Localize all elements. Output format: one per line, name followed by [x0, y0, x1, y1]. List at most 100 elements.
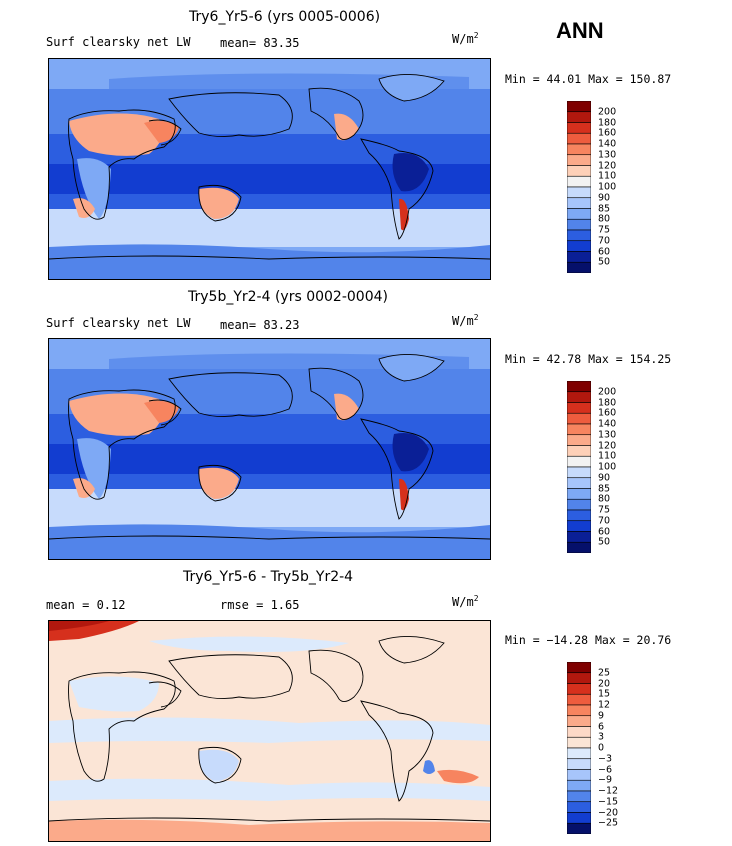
colorbar-tick-label: 12 — [598, 699, 611, 711]
panel3-minmax: Min = −14.28 Max = 20.76 — [505, 633, 672, 647]
map3-andes-cool — [423, 760, 435, 774]
panel3-title: Try6_Yr5-6 - Try5b_Yr2-4 — [183, 569, 354, 585]
colorbar-swatch — [566, 100, 592, 113]
map1-africa-south — [77, 158, 111, 219]
colorbar-swatch — [566, 822, 592, 835]
panel2-minmax: Min = 42.78 Max = 154.25 — [505, 352, 672, 366]
colorbar-tick-label: 3 — [598, 731, 605, 743]
map3-svg — [48, 621, 491, 841]
panel2-map — [48, 338, 491, 560]
map3-south-atlantic-warm — [437, 769, 479, 784]
map1-arabia — [144, 120, 179, 143]
colorbar-swatch — [566, 466, 592, 479]
colorbar-swatch — [566, 197, 592, 209]
map3-arctic-core — [49, 621, 109, 631]
colorbar-tick-label: 140 — [598, 418, 617, 430]
colorbar-swatch — [566, 445, 592, 457]
colorbar-tick-label: 15 — [598, 688, 611, 700]
map1-mexico — [334, 113, 359, 141]
panel2-units: W/m2 — [452, 313, 479, 328]
map2-greenland — [379, 354, 444, 381]
colorbar-swatch — [566, 488, 592, 500]
panel1-minmax: Min = 44.01 Max = 150.87 — [505, 72, 672, 86]
colorbar-tick-label: −12 — [598, 785, 619, 797]
colorbar3-svg — [566, 661, 592, 835]
colorbar-tick-label: −25 — [598, 817, 619, 829]
panel1-title: Try6_Yr5-6 (yrs 0005-0006) — [189, 9, 381, 25]
panel1-colorbar-labels: 200 180 160 140 130 120 110 100 90 85 80 75 70 60 50 — [598, 101, 638, 273]
map2-amazon — [392, 433, 429, 472]
panel2-variable: Surf clearsky net LW — [46, 316, 191, 330]
panel1-mean: mean= 83.35 — [220, 36, 300, 50]
colorbar-swatch — [566, 240, 592, 252]
colorbar-swatch — [566, 520, 592, 532]
colorbar-tick-label: 140 — [598, 138, 617, 150]
colorbar-swatch — [566, 790, 592, 803]
map2-australia — [198, 467, 239, 499]
map1-amazon — [392, 153, 429, 192]
colorbar-swatch — [566, 402, 592, 414]
colorbar-tick-label: 25 — [598, 667, 611, 679]
colorbar1-swatches — [566, 100, 592, 274]
colorbar-tick-label: 75 — [598, 224, 611, 236]
colorbar-tick-label: 120 — [598, 440, 617, 451]
colorbar-tick-label: 200 — [598, 106, 617, 118]
panel2-colorbar-labels: 200 180 160 140 130 120 110 100 90 85 80 75 70 60 50 — [598, 381, 638, 553]
panel1-variable: Surf clearsky net LW — [46, 35, 191, 49]
colorbar-tick-label: −20 — [598, 807, 619, 818]
colorbar3-swatches — [566, 661, 592, 835]
colorbar2-swatches — [566, 380, 592, 554]
colorbar-tick-label: −3 — [598, 753, 613, 765]
colorbar-swatch — [566, 531, 592, 543]
map2-mexico — [334, 393, 359, 421]
colorbar-tick-label: 130 — [598, 149, 617, 161]
panel2-title: Try5b_Yr2-4 (yrs 0002-0004) — [188, 289, 388, 305]
colorbar-tick-label: 80 — [598, 213, 611, 225]
colorbar-swatch — [566, 143, 592, 156]
colorbar-swatch — [566, 693, 592, 706]
colorbar-tick-label: 60 — [598, 246, 611, 257]
colorbar-swatch — [566, 111, 592, 123]
colorbar-swatch — [566, 412, 592, 425]
colorbar-swatch — [566, 218, 592, 231]
colorbar-tick-label: 80 — [598, 493, 611, 505]
panel1-map — [48, 58, 491, 280]
colorbar-tick-label: 6 — [598, 721, 605, 732]
panel2-colorbar — [566, 380, 592, 554]
map3-equatorial-cool — [49, 717, 490, 743]
map2-coastlines — [48, 354, 491, 540]
colorbar-swatch — [566, 229, 592, 242]
colorbar-swatch — [566, 165, 592, 177]
colorbar-tick-label: 9 — [598, 710, 605, 722]
colorbar-swatch — [566, 769, 592, 781]
colorbar-tick-label: 120 — [598, 160, 617, 171]
panel3-colorbar-labels: 25 20 15 12 9 6 3 0 −3 −6 −9 −12 −15 −20 −25 — [598, 662, 638, 834]
map2-arabia — [144, 400, 179, 423]
colorbar-swatch — [566, 261, 592, 274]
colorbar-swatch — [566, 715, 592, 727]
map3-australia-cool — [198, 749, 239, 781]
map3-sahara-cool — [69, 676, 159, 712]
colorbar-swatch — [566, 672, 592, 684]
colorbar-tick-label: 70 — [598, 515, 611, 527]
map1-svg — [48, 59, 491, 279]
map2-antarctica — [49, 524, 490, 559]
colorbar-tick-label: 110 — [598, 450, 617, 462]
colorbar-swatch — [566, 704, 592, 717]
colorbar-tick-label: −6 — [598, 764, 613, 775]
colorbar-swatch — [566, 509, 592, 522]
colorbar-swatch — [566, 779, 592, 792]
map2-south-band — [49, 489, 490, 529]
colorbar-swatch — [566, 498, 592, 511]
colorbar-tick-label: −15 — [598, 796, 619, 808]
colorbar-swatch — [566, 423, 592, 436]
map2-sahara — [69, 393, 163, 436]
panel3-rmse: rmse = 1.65 — [220, 598, 300, 612]
colorbar-swatch — [566, 747, 592, 760]
colorbar-tick-label: 160 — [598, 407, 617, 419]
colorbar-swatch — [566, 661, 592, 674]
map1-sahara — [69, 113, 163, 156]
colorbar-tick-label: 85 — [598, 483, 611, 494]
colorbar-swatch — [566, 380, 592, 393]
colorbar-swatch — [566, 726, 592, 738]
